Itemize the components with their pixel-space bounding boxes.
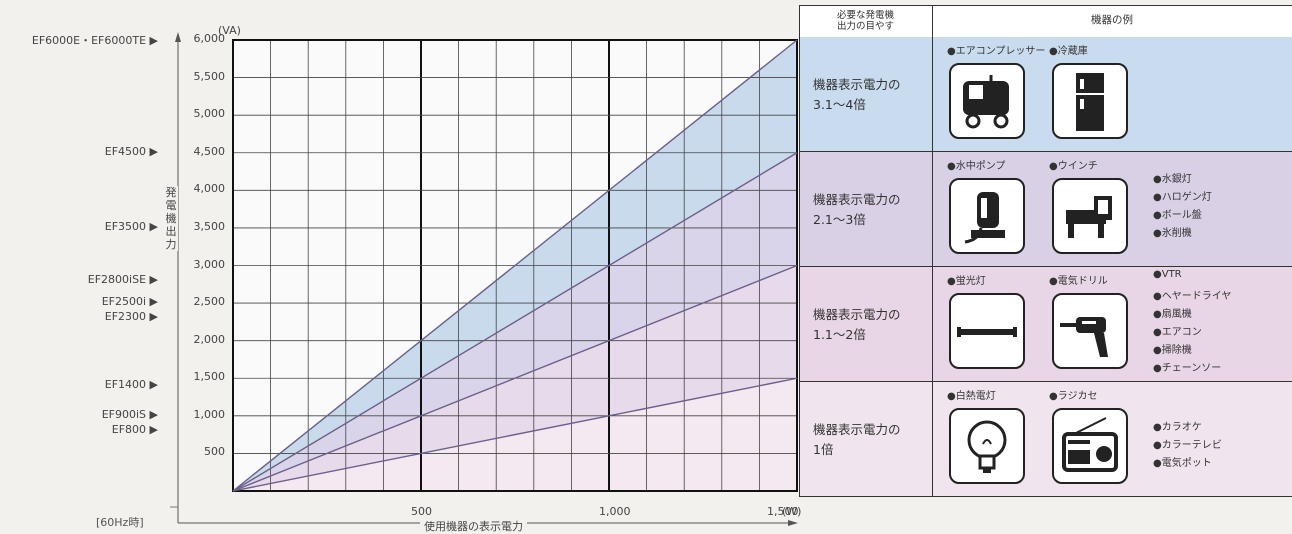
other-device: ●水銀灯 <box>1153 174 1192 185</box>
device-name: ●冷蔵庫 <box>1049 46 1088 57</box>
device-name: ●白熱電灯 <box>947 391 996 402</box>
y-tick-label: 1,500 <box>193 370 226 384</box>
table-outer-border <box>799 5 1292 497</box>
fluorescent-lamp-icon <box>949 293 1025 369</box>
other-device: ●チェーンソー <box>1153 363 1222 374</box>
model-label: EF3500 ▶ <box>104 219 158 233</box>
y-axis-title: 発電機出力 <box>164 186 178 251</box>
device-name: ●エアコンプレッサー <box>947 46 1046 57</box>
radio-icon <box>1052 408 1128 484</box>
series-line-1 <box>232 377 798 492</box>
y-tick-label: 2,500 <box>193 295 226 309</box>
model-label: EF1400 ▶ <box>104 377 158 391</box>
row-label-line: 機器表示電力の <box>813 77 901 92</box>
row-label-line: 2.1〜3倍 <box>813 212 866 227</box>
table-row: 機器表示電力の 2.1〜3倍 ●水中ポンプ ●ウインチ ●水銀灯 ●ハロゲン灯 ●ボール盤 ●… <box>799 152 1292 267</box>
other-device: ●電気ポット <box>1153 458 1212 469</box>
table-row: 機器表示電力の 1倍 ●白熱電灯 ●ラジカセ ●カラオケ ●カラーテレビ ●電気ポット <box>799 382 1292 497</box>
model-label: EF2800iSE ▶ <box>87 272 158 286</box>
frequency-footnote: [60Hz時] <box>96 516 144 529</box>
y-tick-label: 2,000 <box>193 332 226 346</box>
drill-icon <box>1052 293 1128 369</box>
y-tick-label: 3,500 <box>193 219 226 233</box>
other-device: ●ヘヤードライヤ <box>1153 291 1232 302</box>
table-column-divider <box>932 5 933 497</box>
table-header: 必要な発電機 出力の目やす 機器の例 <box>799 5 1292 38</box>
series-line-2 <box>232 264 798 492</box>
device-name: ●ラジカセ <box>1049 391 1098 402</box>
device-name: ●水中ポンプ <box>947 161 1006 172</box>
other-device: ●ハロゲン灯 <box>1153 192 1212 203</box>
header-left-line2: 出力の目やす <box>836 21 894 32</box>
x-tick-label: 1,500 <box>767 505 799 518</box>
x-tick-label: 1,000 <box>599 505 631 518</box>
y-tick-label: 4,000 <box>193 182 226 196</box>
y-tick-label: 5,500 <box>193 69 226 83</box>
row-label-line: 機器表示電力の <box>813 307 901 322</box>
model-label: EF2500i ▶ <box>101 295 158 309</box>
light-bulb-icon <box>949 408 1025 484</box>
x-axis-title: 使用機器の表示電力 <box>420 518 527 534</box>
y-tick-label: 5,000 <box>193 107 226 121</box>
row-label-line: 機器表示電力の <box>813 422 901 437</box>
winch-icon <box>1052 178 1128 254</box>
pump-icon <box>949 178 1025 254</box>
row-multiplier-label: 機器表示電力の 1.1〜2倍 <box>813 305 901 345</box>
device-name: ●ウインチ <box>1049 161 1098 172</box>
header-left: 必要な発電機 出力の目やす <box>799 10 932 32</box>
y-axis-arrow <box>175 32 181 42</box>
y-tick-label: 6,000 <box>193 32 226 45</box>
other-device: ●扇風機 <box>1153 309 1192 320</box>
model-label: EF4500 ▶ <box>104 144 158 158</box>
table-row: 機器表示電力の 3.1〜4倍 ●エアコンプレッサー ●冷蔵庫 <box>799 37 1292 152</box>
series-line-3 <box>232 152 798 492</box>
header-left-line1: 必要な発電機 <box>836 10 894 21</box>
y-tick-label: 3,000 <box>193 257 226 271</box>
model-label: EF6000E・EF6000TE ▶ <box>31 34 158 47</box>
x-axis-arrow <box>788 520 798 526</box>
y-tick-label: 4,500 <box>193 144 226 158</box>
device-table: 必要な発電機 出力の目やす 機器の例 機器表示電力の 3.1〜4倍 ●エアコンプレッ… <box>799 5 1292 497</box>
model-label: EF900iS ▶ <box>101 407 158 421</box>
y-tick-label: 1,000 <box>193 407 226 421</box>
refrigerator-icon <box>1052 63 1128 139</box>
model-label: EF2300 ▶ <box>104 310 158 324</box>
device-name: ●電気ドリル <box>1049 276 1108 287</box>
row-label-line: 機器表示電力の <box>813 192 901 207</box>
row-multiplier-label: 機器表示電力の 3.1〜4倍 <box>813 75 901 115</box>
series-line-4 <box>232 39 798 492</box>
row-label-line: 1倍 <box>813 442 834 457</box>
table-row: 機器表示電力の 1.1〜2倍 ●蛍光灯 ●電気ドリル ●VTR ●ヘヤードライヤ ●扇風機 ●… <box>799 267 1292 382</box>
y-tick-label: 500 <box>204 445 225 459</box>
row-label-line: 1.1〜2倍 <box>813 327 866 342</box>
compressor-icon <box>949 63 1025 139</box>
other-device: ●カラオケ <box>1153 422 1202 433</box>
model-label: EF800 ▶ <box>111 422 158 436</box>
other-device: ●掃除機 <box>1153 345 1192 356</box>
x-unit-label: (W) <box>782 505 802 518</box>
other-device: ●VTR <box>1153 269 1182 280</box>
other-device: ●ボール盤 <box>1153 210 1202 221</box>
y-unit-label: (VA) <box>218 24 241 37</box>
row-label-line: 3.1〜4倍 <box>813 97 866 112</box>
other-device: ●カラーテレビ <box>1153 440 1222 451</box>
row-multiplier-label: 機器表示電力の 2.1〜3倍 <box>813 190 901 230</box>
row-multiplier-label: 機器表示電力の 1倍 <box>813 420 901 460</box>
header-right: 機器の例 <box>1091 14 1133 26</box>
other-device: ●エアコン <box>1153 327 1202 338</box>
other-device: ●氷削機 <box>1153 228 1192 239</box>
x-tick-label: 500 <box>411 505 432 518</box>
device-name: ●蛍光灯 <box>947 276 986 287</box>
